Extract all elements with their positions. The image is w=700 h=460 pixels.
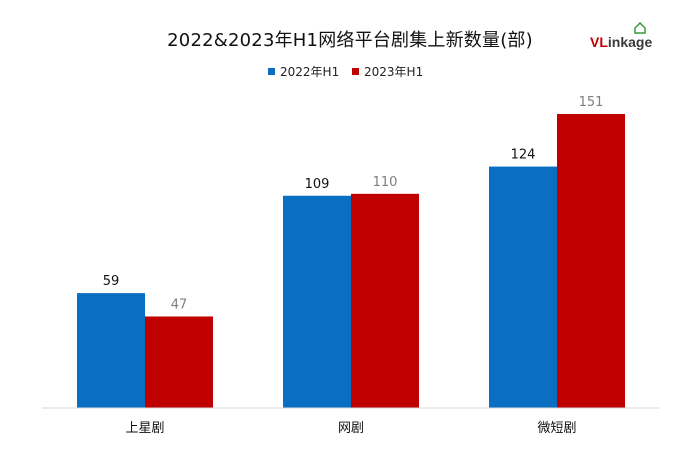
x-tick-label: 微短剧 (537, 421, 576, 436)
data-label: 110 (373, 175, 398, 190)
data-label: 59 (103, 274, 120, 289)
chart-title: 2022&2023年H1网络平台剧集上新数量(部) (167, 30, 533, 51)
legend-label: 2022年H1 (280, 65, 339, 79)
bar (351, 193, 419, 408)
bar (557, 113, 625, 409)
logo-house-icon (634, 22, 646, 34)
data-label: 151 (579, 95, 604, 110)
logo-text-inkage: inkage (607, 34, 653, 50)
logo-text-vl: VL (590, 34, 608, 50)
bar (489, 166, 557, 408)
bar (77, 293, 145, 408)
legend-swatch (268, 68, 275, 75)
x-tick-label: 网剧 (338, 421, 364, 436)
data-label: 124 (511, 148, 536, 163)
vlinkage-logo: VLinkage (590, 22, 653, 50)
bar (283, 195, 351, 408)
data-label: 109 (305, 177, 330, 192)
x-tick-label: 上星剧 (125, 421, 164, 436)
data-label: 47 (171, 297, 188, 312)
legend-swatch (352, 68, 359, 75)
legend-label: 2023年H1 (364, 65, 423, 79)
bar (145, 316, 213, 408)
